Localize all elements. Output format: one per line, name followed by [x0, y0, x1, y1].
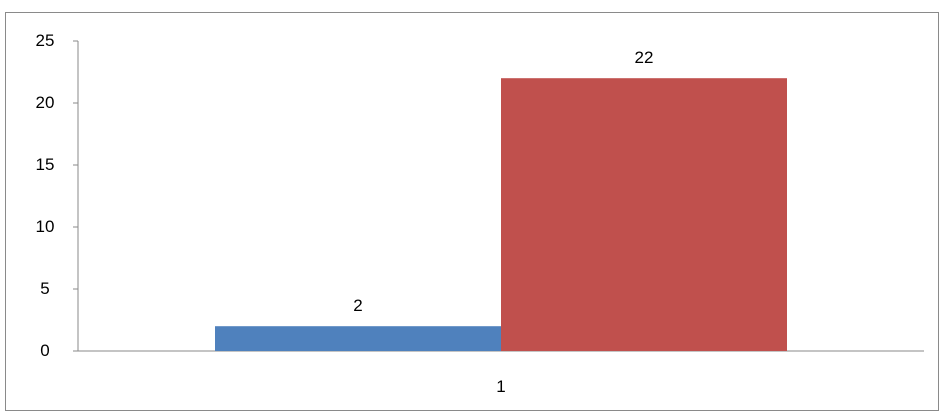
x-axis-ticks: 1 [496, 377, 505, 396]
y-axis-tick-label: 0 [40, 341, 49, 360]
data-label-series-2: 22 [635, 48, 654, 67]
bar-series-2 [501, 78, 787, 351]
y-axis-tick-label: 10 [36, 217, 55, 236]
data-label-series-1: 2 [353, 296, 362, 315]
y-axis-tick-label: 15 [36, 155, 55, 174]
y-axis-group: 0 5 10 15 20 25 [36, 31, 79, 360]
bars [215, 78, 787, 351]
x-axis-category-label: 1 [496, 377, 505, 396]
x-axis-group: 1 [78, 350, 924, 396]
y-axis-tick-label: 20 [36, 93, 55, 112]
bar-series-1 [215, 326, 501, 351]
y-axis-tick-label: 25 [36, 31, 55, 50]
y-axis-ticks: 0 5 10 15 20 25 [36, 31, 78, 360]
data-labels: 222 [353, 48, 653, 315]
y-axis-tick-label: 5 [40, 279, 49, 298]
